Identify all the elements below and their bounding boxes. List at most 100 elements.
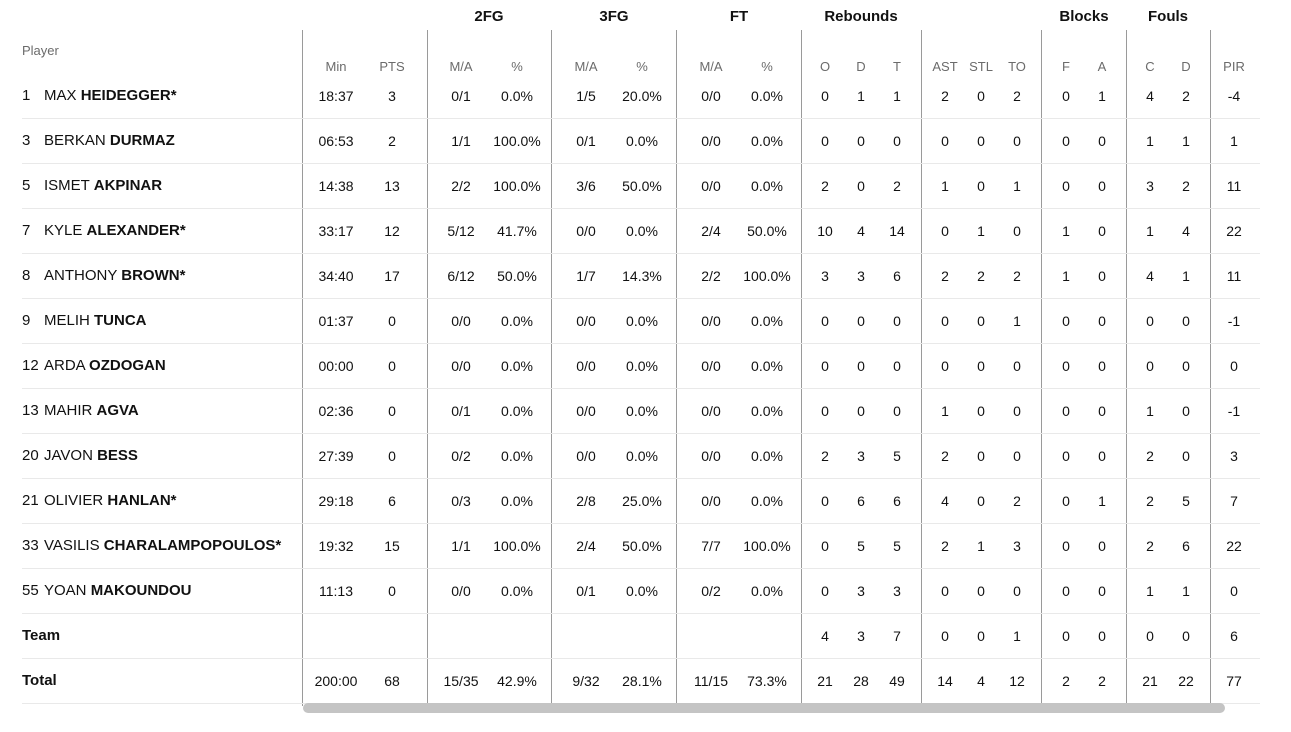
player-last-name: OZDOGAN bbox=[89, 357, 166, 374]
cell-ft-pct: 50.0% bbox=[747, 223, 787, 239]
cell-pir: 77 bbox=[1226, 673, 1242, 689]
cell-pts: 68 bbox=[384, 673, 400, 689]
player-first-name: JAVON bbox=[44, 447, 93, 464]
cell-2fg-ma: 6/12 bbox=[447, 268, 475, 284]
cell-reb-t: 6 bbox=[893, 493, 901, 509]
player-last-name: BROWN* bbox=[121, 267, 186, 284]
player-last-name: CHARALAMPOPOULOS* bbox=[103, 537, 282, 554]
cell-to: 0 bbox=[1013, 448, 1021, 464]
cell-min: 11:13 bbox=[319, 583, 353, 599]
horizontal-scrollbar[interactable] bbox=[303, 703, 1225, 713]
cell-ft-pct: 0.0% bbox=[751, 133, 783, 149]
player-first-name: ARDA bbox=[44, 357, 85, 374]
cell-3fg-pct: 14.3% bbox=[622, 268, 662, 284]
cell-blk-f: 0 bbox=[1062, 178, 1070, 194]
cell-stl: 2 bbox=[977, 268, 985, 284]
cell-min: 01:37 bbox=[318, 313, 354, 329]
player-name: 12 ARDA OZDOGAN bbox=[22, 344, 166, 388]
cell-foul-d: 0 bbox=[1182, 313, 1190, 329]
cell-2fg-pct: 0.0% bbox=[501, 448, 533, 464]
cell-blk-f: 0 bbox=[1062, 628, 1070, 644]
cell-ft-pct: 0.0% bbox=[751, 88, 783, 104]
cell-stl: 0 bbox=[977, 628, 985, 644]
cell-3fg-ma: 0/0 bbox=[576, 403, 596, 419]
player-number: 7 bbox=[22, 222, 31, 239]
cell-reb-o: 21 bbox=[817, 673, 833, 689]
cell-2fg-ma: 2/2 bbox=[451, 178, 471, 194]
cell-blk-f: 0 bbox=[1062, 448, 1070, 464]
subheader-blk-f: F bbox=[1062, 59, 1070, 74]
subheader-reb-o: O bbox=[819, 59, 831, 74]
cell-reb-d: 0 bbox=[857, 178, 865, 194]
player-first-name: BERKAN bbox=[44, 132, 106, 149]
cell-foul-c: 4 bbox=[1146, 88, 1154, 104]
cell-min: 02:36 bbox=[318, 403, 354, 419]
cell-ft-ma: 0/0 bbox=[701, 493, 721, 509]
column-divider bbox=[427, 30, 428, 706]
cell-2fg-ma: 15/35 bbox=[443, 673, 479, 689]
cell-foul-c: 3 bbox=[1146, 178, 1154, 194]
cell-foul-d: 4 bbox=[1182, 223, 1190, 239]
cell-pts: 0 bbox=[388, 583, 396, 599]
cell-reb-o: 0 bbox=[821, 538, 829, 554]
player-name: 5 ISMET AKPINAR bbox=[22, 164, 162, 208]
cell-blk-f: 1 bbox=[1062, 268, 1070, 284]
cell-blk-a: 0 bbox=[1098, 313, 1106, 329]
cell-3fg-ma: 0/0 bbox=[576, 223, 596, 239]
column-divider bbox=[801, 30, 802, 706]
cell-min: 29:18 bbox=[318, 493, 354, 509]
cell-pts: 12 bbox=[384, 223, 400, 239]
cell-ast: 14 bbox=[937, 673, 953, 689]
cell-3fg-ma: 9/32 bbox=[572, 673, 600, 689]
cell-2fg-pct: 0.0% bbox=[501, 403, 533, 419]
cell-blk-f: 0 bbox=[1062, 133, 1070, 149]
cell-ft-pct: 100.0% bbox=[743, 538, 791, 554]
cell-blk-f: 0 bbox=[1062, 88, 1070, 104]
row-label: Team bbox=[22, 627, 61, 644]
player-name: 3 BERKAN DURMAZ bbox=[22, 119, 175, 163]
cell-reb-t: 5 bbox=[893, 448, 901, 464]
cell-to: 0 bbox=[1013, 223, 1021, 239]
cell-3fg-pct: 0.0% bbox=[626, 313, 658, 329]
cell-foul-c: 2 bbox=[1146, 448, 1154, 464]
cell-pir: -4 bbox=[1227, 88, 1241, 104]
cell-to: 0 bbox=[1013, 403, 1021, 419]
cell-foul-d: 0 bbox=[1182, 628, 1190, 644]
column-divider bbox=[551, 30, 552, 706]
cell-ast: 2 bbox=[941, 538, 949, 554]
cell-blk-a: 0 bbox=[1098, 448, 1106, 464]
scrollbar-thumb[interactable] bbox=[303, 703, 1225, 713]
cell-2fg-ma: 0/1 bbox=[451, 403, 471, 419]
cell-foul-c: 21 bbox=[1142, 673, 1158, 689]
cell-reb-t: 14 bbox=[889, 223, 905, 239]
cell-foul-d: 5 bbox=[1182, 493, 1190, 509]
cell-stl: 4 bbox=[977, 673, 985, 689]
player-last-name: TUNCA bbox=[94, 312, 147, 329]
cell-reb-o: 10 bbox=[817, 223, 833, 239]
cell-stl: 0 bbox=[977, 403, 985, 419]
cell-2fg-pct: 0.0% bbox=[501, 313, 533, 329]
player-first-name: ANTHONY bbox=[44, 267, 118, 284]
cell-reb-t: 0 bbox=[893, 358, 901, 374]
cell-reb-d: 3 bbox=[857, 448, 865, 464]
cell-reb-o: 0 bbox=[821, 358, 829, 374]
table-row: 3 BERKAN DURMAZ 06:53 2 1/1 100.0% 0/1 0.0% 0/0 0… bbox=[22, 119, 1260, 164]
column-divider bbox=[676, 30, 677, 706]
cell-to: 2 bbox=[1013, 268, 1021, 284]
cell-reb-t: 0 bbox=[893, 403, 901, 419]
cell-blk-f: 0 bbox=[1062, 358, 1070, 374]
cell-pts: 0 bbox=[388, 403, 396, 419]
cell-reb-o: 4 bbox=[821, 628, 829, 644]
cell-foul-d: 2 bbox=[1182, 178, 1190, 194]
cell-min: 27:39 bbox=[318, 448, 354, 464]
subheader-3fg-pct: % bbox=[636, 59, 648, 74]
cell-3fg-pct: 28.1% bbox=[622, 673, 662, 689]
cell-ast: 0 bbox=[941, 223, 949, 239]
subheader-2fg-ma: M/A bbox=[449, 59, 473, 74]
cell-blk-a: 0 bbox=[1098, 133, 1106, 149]
cell-2fg-pct: 41.7% bbox=[497, 223, 537, 239]
cell-3fg-pct: 0.0% bbox=[626, 403, 658, 419]
table-row: 33 VASILIS CHARALAMPOPOULOS* 19:32 15 1/1 100… bbox=[22, 524, 1260, 569]
cell-reb-o: 3 bbox=[821, 268, 829, 284]
cell-ft-pct: 0.0% bbox=[751, 403, 783, 419]
